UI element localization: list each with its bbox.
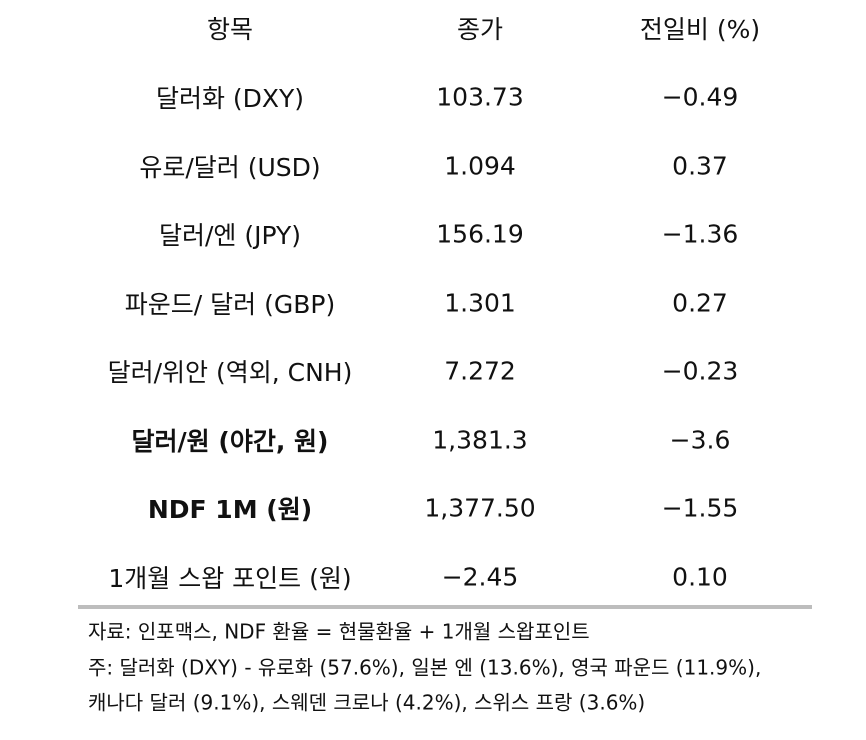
table-cell: 1.301 [444,288,516,317]
table-cell: −0.23 [661,356,739,386]
table-cell: 0.10 [672,562,728,591]
table-cell: 0.37 [672,151,728,180]
table-cell: 달러화 (DXY) [155,84,305,113]
table-cell: −1.36 [661,219,739,249]
note: 캐나다 달러 (9.1%), 스웨덴 크로나 (4.2%), 스위스 프랑 (3… [88,690,646,715]
table-cell: 103.73 [436,82,524,112]
table-cell: 0.27 [672,288,728,317]
table-cell: 156.19 [436,219,524,249]
table-cell: −2.45 [441,562,519,591]
header-cell: 전일비 (%) [639,15,761,44]
table-cell: −1.55 [661,493,739,523]
table-cell: −3.6 [669,425,731,454]
table-cell: 달러/위안 (역외, CNH) [107,358,353,387]
table-cell: 1개월 스왑 포인트 (원) [108,563,352,593]
header-cell: 종가 [456,15,504,44]
table-cell: 달러/원 (야간, 원) [131,426,329,456]
table-cell: 파운드/ 달러 (GBP) [124,289,336,319]
table-cell: 유로/달러 (USD) [139,152,321,182]
table-cell: 1.094 [444,151,516,180]
table-cell: 7.272 [444,356,516,386]
table-cell: 달러/엔 (JPY) [158,221,302,250]
table-cell: 1,377.50 [424,493,536,523]
table-cell: NDF 1M (원) [147,495,313,524]
divider [78,605,812,609]
table-cell: −0.49 [661,82,739,112]
note: 자료: 인포맥스, NDF 환율 = 현물환율 + 1개월 스왑포인트 [88,619,590,644]
note: 주: 달러화 (DXY) - 유로화 (57.6%), 일본 엔 (13.6%)… [88,655,762,680]
header-cell: 항목 [206,15,254,44]
table-cell: 1,381.3 [432,425,528,454]
